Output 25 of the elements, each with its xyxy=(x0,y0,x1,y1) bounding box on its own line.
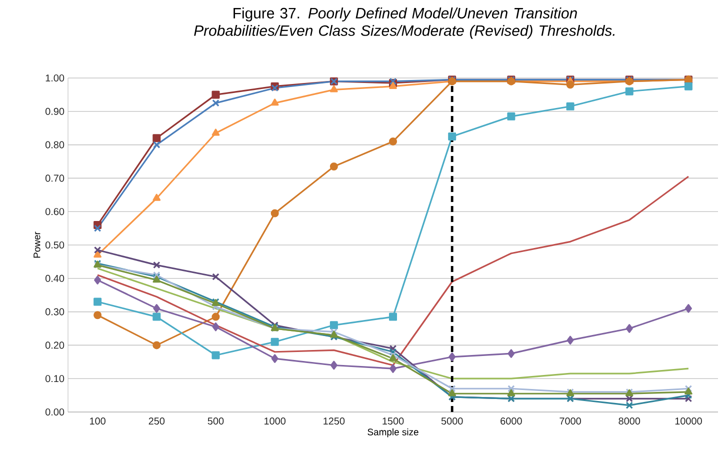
y-tick-label: 0.30 xyxy=(45,308,64,316)
x-tick-label: 8000 xyxy=(618,418,640,425)
x-tick-label: 5000 xyxy=(441,418,463,425)
x-tick-label: 500 xyxy=(208,418,224,425)
y-tick-label: 0.00 xyxy=(45,408,64,416)
x-tick-label: 1250 xyxy=(324,418,345,425)
y-tick-label: 0.10 xyxy=(45,375,64,382)
y-tick-label: 1.00 xyxy=(46,74,64,82)
y-tick-label: 0.90 xyxy=(45,108,64,115)
y-tick-label: 0.80 xyxy=(45,141,64,148)
x-tick-label: 1000 xyxy=(264,418,286,425)
x-tick-label: 6000 xyxy=(500,418,522,425)
y-tick-label: 0.50 xyxy=(45,241,64,249)
x-tick-label: 250 xyxy=(148,418,165,425)
chart-title: Figure 37. Poorly Defined Model/Uneven Transition Probabilities/Even Class Sizes/Moderate (Revised) Thresholds. xyxy=(194,8,614,39)
x-axis-title: Sample size xyxy=(368,428,418,438)
x-tick-label: 1500 xyxy=(382,418,404,425)
y-axis-title: Power xyxy=(34,232,40,258)
y-tick-label: 0.60 xyxy=(45,208,64,216)
y-tick-label: 0.20 xyxy=(45,342,64,349)
y-tick-label: 0.70 xyxy=(45,174,64,182)
y-tick-label: 0.40 xyxy=(45,274,64,282)
x-tick-label: 100 xyxy=(90,418,106,425)
x-tick-label: 10000 xyxy=(675,418,702,425)
x-tick-label: 7000 xyxy=(560,418,581,425)
